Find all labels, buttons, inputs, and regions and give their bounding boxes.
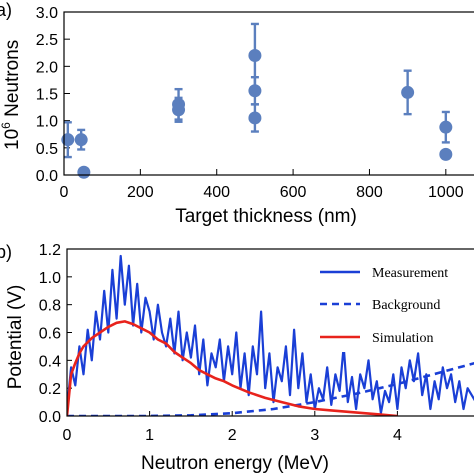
point-marker: [172, 103, 186, 117]
x-tick-label: 400: [203, 184, 230, 201]
panel-a-x-axis-label: Target thickness (nm): [175, 206, 357, 227]
panel-a-x-ticks: 0 200 400 600 800 1000: [60, 169, 464, 201]
x-tick-label: 1000: [428, 184, 464, 201]
y-tick-label: 1.0: [39, 270, 61, 287]
y-tick-label: 1.0: [36, 114, 58, 131]
y-tick-label: 1.5: [36, 87, 58, 104]
point-marker: [248, 111, 262, 125]
y-tick-label: 0.0: [39, 409, 61, 426]
point-marker: [74, 133, 88, 147]
y-label-exponent: 6: [0, 122, 13, 129]
x-tick-label: 1: [145, 427, 154, 444]
x-tick-label: 200: [127, 184, 154, 201]
point-marker: [248, 48, 262, 62]
x-tick-label: 4: [393, 427, 402, 444]
background-line: [67, 361, 474, 416]
point-marker: [248, 84, 262, 98]
point-marker: [401, 85, 415, 99]
data-point: [439, 110, 453, 144]
point-marker: [77, 165, 91, 179]
data-point: [248, 103, 262, 133]
data-point: [172, 96, 186, 123]
simulation-line: [67, 320, 398, 416]
panel-b-label: b): [0, 242, 12, 262]
panel-b-legend: Measurement Background Simulation: [318, 256, 474, 352]
panel-a-data-points: [61, 22, 453, 179]
panel-b-series: [67, 254, 474, 416]
data-point: [439, 147, 453, 161]
y-tick-label: 1.2: [39, 242, 61, 259]
point-marker: [61, 133, 75, 147]
legend-simulation-label: Simulation: [372, 331, 433, 346]
panel-b-x-axis-label: Neutron energy (MeV): [141, 453, 329, 474]
y-tick-label: 0.8: [39, 298, 61, 315]
x-tick-label: 3: [310, 427, 319, 444]
x-tick-label: 2: [228, 427, 237, 444]
panel-b: b) 0.0 0.2 0.4 0.6 0.8 1.0 1.2 0 1 2 3 4 Potential…: [0, 242, 474, 474]
panel-b-frame: [66, 248, 474, 417]
point-marker: [439, 120, 453, 134]
panel-b-y-axis-label: Potential (V): [5, 285, 26, 390]
data-point: [77, 165, 91, 179]
data-point: [248, 75, 262, 106]
y-tick-label: 2.5: [36, 32, 58, 49]
panel-a-frame: [63, 11, 474, 176]
legend-background-label: Background: [372, 298, 440, 313]
panel-a-label: a): [0, 0, 12, 20]
y-tick-label: 3.0: [36, 5, 58, 22]
panel-a-y-axis-label: 106 Neutrons: [0, 40, 23, 150]
y-tick-label: 0.5: [36, 141, 58, 158]
measurement-line: [67, 254, 474, 415]
y-tick-label: 0.0: [36, 168, 58, 185]
x-tick-label: 800: [356, 184, 383, 201]
y-tick-label: 0.4: [39, 353, 61, 370]
y-tick-label: 0.6: [39, 326, 61, 343]
data-point: [74, 128, 88, 151]
panel-b-y-ticks: 0.0 0.2 0.4 0.6 0.8 1.0 1.2: [39, 242, 72, 426]
y-tick-label: 0.2: [39, 381, 61, 398]
x-tick-label: 0: [63, 427, 72, 444]
y-label-rest: Neutrons: [2, 40, 23, 117]
legend-measurement-label: Measurement: [372, 266, 448, 281]
y-tick-label: 2.0: [36, 59, 58, 76]
panel-a: a) 0.0 0.5 1.0 1.5 2.0 2.5 3.0 0 200 400 600 800 10…: [0, 0, 474, 227]
data-point: [61, 121, 75, 159]
data-point: [401, 69, 415, 116]
y-label-base: 10: [2, 129, 23, 150]
x-tick-label: 600: [280, 184, 307, 201]
point-marker: [439, 147, 453, 161]
panel-a-y-ticks: 0.0 0.5 1.0 1.5 2.0 2.5 3.0: [36, 5, 70, 185]
x-tick-label: 0: [60, 184, 69, 201]
